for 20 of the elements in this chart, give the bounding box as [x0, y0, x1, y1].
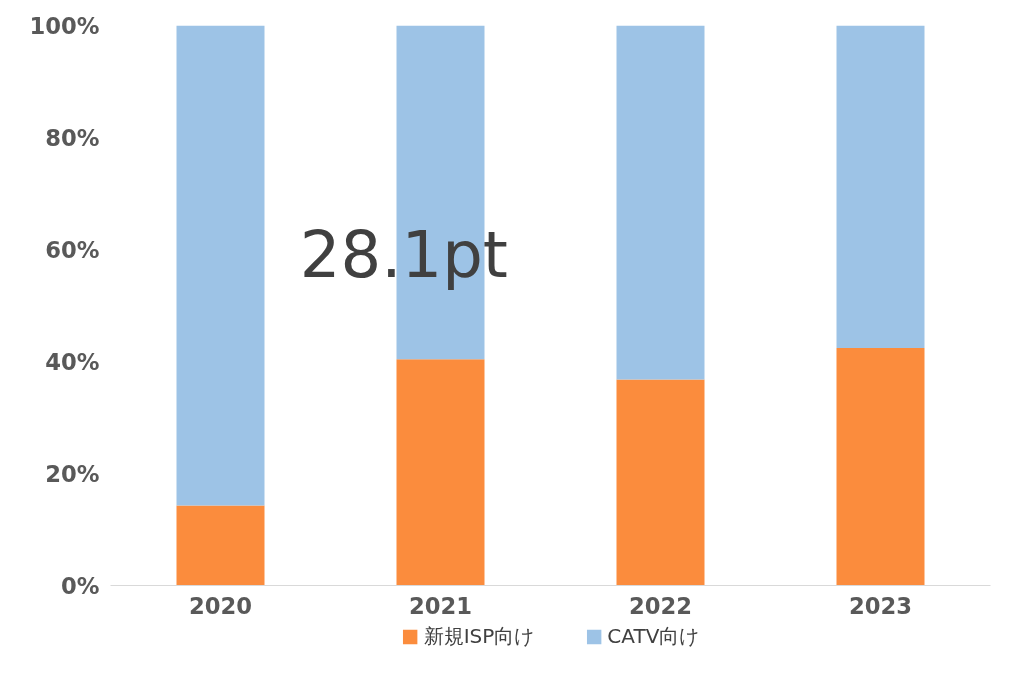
bar [176, 505, 265, 586]
annotation: 28.1pt [299, 218, 508, 293]
legend-label: 新規ISP向け [423, 622, 535, 650]
y-tick-label: 40% [45, 348, 100, 375]
y-tick-label: 100% [29, 12, 100, 39]
y-tick-label: 20% [45, 460, 100, 487]
x-tick-label: 2023 [848, 592, 913, 619]
legend-label: CATV向け [607, 622, 700, 650]
bar [836, 25, 925, 349]
bar [616, 379, 705, 586]
y-tick-label: 60% [45, 236, 100, 263]
bar [396, 359, 485, 586]
y-tick-label: 0% [61, 572, 100, 599]
bar [836, 348, 925, 586]
x-tick-label: 2021 [408, 592, 473, 619]
x-tick-label: 2020 [188, 592, 253, 619]
x-tick-label: 2022 [628, 592, 693, 619]
bar [616, 25, 705, 380]
bar [176, 25, 265, 506]
y-tick-label: 80% [45, 124, 100, 151]
